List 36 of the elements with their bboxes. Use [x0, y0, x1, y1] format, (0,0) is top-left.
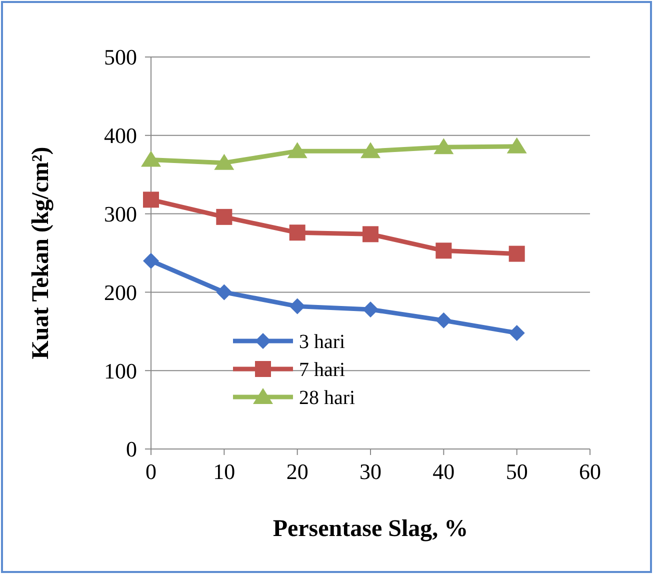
point: [506, 137, 527, 154]
x-tick-label: 30: [360, 459, 382, 484]
point: [141, 150, 161, 167]
point: [362, 301, 378, 318]
y-tick-label: 100: [104, 358, 137, 384]
y-axis-title: Kuat Tekan (kg/cm²): [28, 146, 54, 360]
point: [289, 298, 306, 314]
legend-label: 3 hari: [299, 331, 346, 353]
x-tick-label: 20: [286, 459, 308, 484]
y-tick-label: 400: [104, 123, 137, 148]
point: [508, 246, 525, 262]
y-tick-label: 500: [104, 44, 137, 70]
point: [434, 138, 454, 154]
legend-label: 28 hari: [299, 387, 356, 409]
x-tick-label: 40: [432, 459, 455, 484]
point: [143, 192, 159, 208]
point: [216, 208, 232, 225]
point: [214, 154, 234, 170]
x-tick-label: 0: [146, 459, 156, 484]
x-tick-label: 10: [213, 459, 236, 484]
point: [216, 284, 232, 300]
x-axis-title: Persentase Slag, %: [272, 516, 468, 542]
point: [436, 242, 452, 259]
point: [362, 226, 378, 242]
x-tick-label: 60: [579, 459, 601, 484]
point: [360, 142, 380, 158]
point: [508, 324, 525, 341]
legend-label: 7 hari: [299, 359, 346, 381]
y-tick-label: 0: [126, 436, 137, 462]
y-tick-label: 300: [104, 202, 137, 226]
y-tick-label: 200: [104, 280, 137, 305]
point: [289, 224, 306, 241]
point: [143, 252, 159, 269]
x-tick-label: 50: [506, 459, 528, 484]
point: [287, 142, 308, 158]
point: [436, 312, 452, 328]
